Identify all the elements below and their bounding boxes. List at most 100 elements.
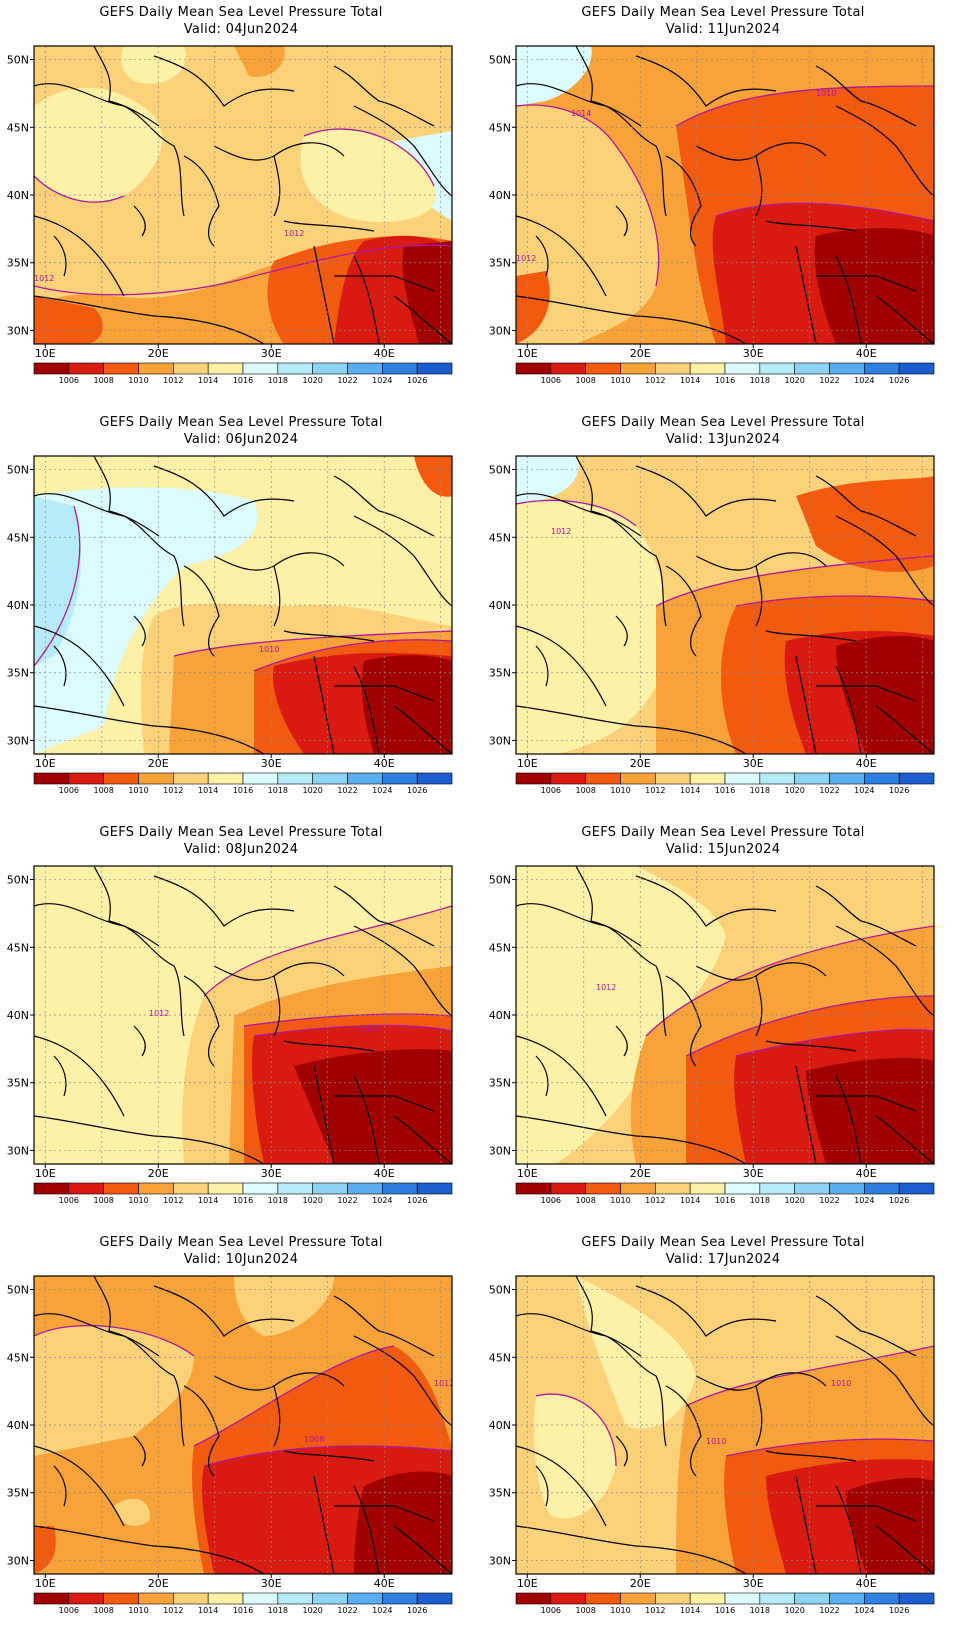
panel-valid-date: Valid: 11Jun2024 [665,22,781,37]
lat-tick-label: 45N [7,531,29,544]
isobar-label: 1012 [516,254,536,263]
isobar-contour [535,1393,617,1467]
colorbar-swatch [416,1592,453,1605]
colorbar: 1006 1008 1010 1012 1014 1016 1018 1020 1022 1024… [33,772,453,795]
colorbar-swatch [829,1182,865,1195]
colorbar-label: 1010 [128,1196,148,1205]
colorbar-label: 1018 [750,376,770,385]
pressure-region [516,456,579,504]
colorbar-swatch [242,1592,279,1605]
pressure-region [836,636,934,754]
colorbar-swatch [347,772,383,785]
pressure-region [34,496,82,666]
country-border [665,155,702,247]
country-border [333,885,435,947]
colorbar-label: 1022 [337,1606,357,1615]
panel-title: GEFS Daily Mean Sea Level Pressure Total [99,415,383,430]
country-border [765,630,857,642]
lon-tick-label: 30E [261,1167,282,1180]
colorbar-label: 1020 [302,1196,322,1205]
lat-tick-label: 45N [7,121,29,134]
isobar-label: 1008 [304,1435,324,1444]
colorbar-swatch [173,1592,209,1605]
colorbar-swatch [207,772,244,785]
colorbar-swatch [864,772,900,785]
lon-tick-label: 30E [743,347,764,360]
colorbar-swatch [33,1592,70,1605]
country-border [815,885,917,947]
pressure-region [114,1498,150,1526]
country-border [53,1055,67,1097]
colorbar-label: 1008 [575,376,595,385]
country-border [213,1372,345,1391]
lat-tick-label: 35N [489,667,511,680]
colorbar-label: 1018 [268,1196,288,1205]
isobar-label: 1012 [434,1379,454,1388]
country-border [213,552,345,571]
colorbar-label: 1024 [372,376,392,385]
colorbar-swatch [585,362,621,375]
country-border [516,83,667,217]
colorbar-label: 1012 [163,1196,183,1205]
colorbar-label: 1022 [337,786,357,795]
country-border [815,1295,917,1357]
isobar-label: 1010 [259,645,279,654]
country-border [516,215,607,297]
country-border [34,83,185,217]
colorbar-swatch [242,1182,279,1195]
country-border [516,1313,667,1447]
lat-tick-label: 40N [7,189,29,202]
lat-tick-label: 40N [7,599,29,612]
colorbar-swatch [550,772,586,785]
country-border [816,1095,917,1112]
country-border [516,493,667,627]
lat-tick-label: 30N [489,324,511,337]
colorbar-swatch [550,1592,586,1605]
colorbar-swatch [347,362,383,375]
country-border [53,1465,67,1507]
map-panel-13jun: GEFS Daily Mean Sea Level Pressure Total… [482,410,964,820]
colorbar-label: 1014 [680,376,700,385]
colorbar-swatch [620,772,656,785]
colorbar-swatch [207,362,244,375]
colorbar-label: 1018 [750,1606,770,1615]
pressure-region [516,271,550,344]
colorbar-swatch [277,1182,313,1195]
colorbar-swatch [898,362,935,375]
panel-valid-date: Valid: 04Jun2024 [183,22,299,37]
lon-tick-label: 10E [517,347,538,360]
lon-tick-label: 20E [148,347,169,360]
country-border [575,46,642,127]
lon-tick-label: 40E [856,1167,877,1180]
colorbar-swatch [689,1182,726,1195]
country-border [535,1465,549,1507]
colorbar-label: 1010 [128,786,148,795]
colorbar-swatch [689,772,726,785]
isobar-contour [725,1438,934,1457]
colorbar-swatch [864,1182,900,1195]
isobar-contour [34,244,452,296]
country-border [393,295,452,344]
lon-tick-label: 40E [374,347,395,360]
lat-tick-label: 50N [489,874,511,887]
colorbar-swatch [103,772,139,785]
colorbar-swatch [173,362,209,375]
colorbar-swatch [829,1592,865,1605]
colorbar-swatch [515,362,552,375]
colorbar-label: 1024 [854,376,874,385]
colorbar: 1006 1008 1010 1012 1014 1016 1018 1020 1022 1024… [33,1182,453,1205]
colorbar-swatch [898,1182,935,1195]
colorbar-swatch [689,1592,726,1605]
country-border [353,665,380,754]
isobar-label: 1010 [831,1379,851,1388]
colorbar-label: 1012 [645,1606,665,1615]
panel-title: GEFS Daily Mean Sea Level Pressure Total [581,825,865,840]
isobar-label: 1012 [149,1009,169,1018]
map-panel-06jun: GEFS Daily Mean Sea Level Pressure Total… [0,410,482,820]
country-border [695,552,827,571]
colorbar-swatch [138,362,174,375]
colorbar-label: 1008 [575,1606,595,1615]
colorbar: 1006 1008 1010 1012 1014 1016 1018 1020 1022 1024… [515,772,935,795]
